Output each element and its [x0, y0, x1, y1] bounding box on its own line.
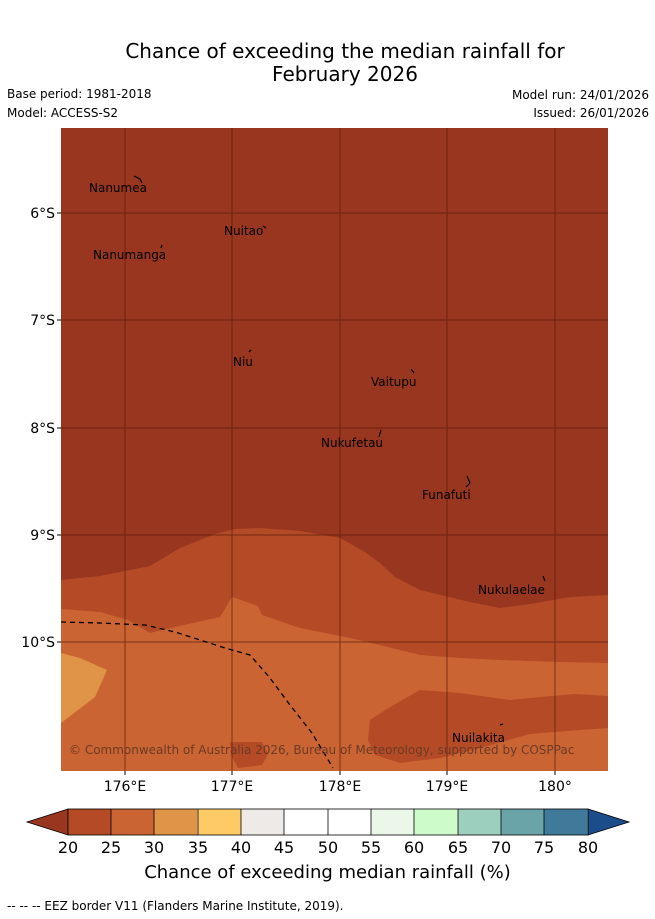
cb-tick-50: 50: [318, 838, 338, 857]
colorbar-tick-labels: 20 25 30 35 40 45 50 55 60 65 70 75 80: [58, 838, 598, 857]
place-nukufetau: Nukufetau: [321, 436, 383, 450]
place-nukulaelae: Nukulaelae: [478, 583, 545, 597]
zone-20-25-south: [368, 690, 608, 763]
island-shapes: [133, 175, 546, 726]
lat-tick-10s: 10°S: [21, 635, 55, 651]
lon-tick-176e: 176°E: [104, 779, 147, 795]
cb-tick-70: 70: [491, 838, 511, 857]
cb-tick-25: 25: [101, 838, 121, 857]
place-nanumanga: Nanumanga: [93, 248, 166, 262]
colorbar-extend-low: [25, 808, 69, 836]
cb-tick-80: 80: [578, 838, 598, 857]
eez-footnote: -- -- -- EEZ border V11 (Flanders Marine…: [7, 899, 344, 913]
cb-tick-30: 30: [144, 838, 164, 857]
base-period: Base period: 1981-2018: [7, 87, 152, 101]
colorbar-bin-40-45: [241, 809, 285, 835]
lat-tick-9s: 9°S: [30, 528, 55, 544]
title-line-2: February 2026: [272, 62, 418, 86]
colorbar-bin-50-55: [328, 809, 372, 835]
colorbar-bin-60-65: [414, 809, 458, 835]
zone-20-25-patch: [230, 742, 268, 768]
model-run: Model run: 24/01/2026: [511, 88, 649, 102]
colorbar-title: Chance of exceeding median rainfall (%): [144, 862, 511, 883]
colorbar-bin-25-30: [111, 809, 155, 835]
cb-tick-60: 60: [404, 838, 424, 857]
longitude-labels: 176°E 177°E 178°E 179°E 180°: [104, 779, 572, 795]
lat-tick-6s: 6°S: [30, 206, 55, 222]
place-niu: Niu: [233, 355, 253, 369]
cb-tick-45: 45: [274, 838, 294, 857]
place-nuilakita: Nuilakita: [452, 731, 505, 745]
place-labels: Nanumea Nuitao Nanumanga Niu Vaitupu Nuk…: [89, 181, 545, 745]
axis-ticks: [57, 212, 556, 775]
lon-tick-178e: 178°E: [319, 779, 362, 795]
model-name: Model: ACCESS-S2: [7, 106, 119, 120]
graticule: [61, 128, 608, 771]
colorbar-extend-high: [587, 808, 631, 836]
colorbar-bin-70-75: [501, 809, 545, 835]
zone-30-35: [61, 653, 107, 723]
cb-tick-35: 35: [188, 838, 208, 857]
colorbar-bin-65-70: [458, 809, 502, 835]
colorbar-bin-20-25: [68, 809, 112, 835]
latitude-labels: 6°S 7°S 8°S 9°S 10°S: [21, 206, 55, 651]
cb-tick-20: 20: [58, 838, 78, 857]
place-vaitupu: Vaitupu: [371, 375, 417, 389]
title-line-1: Chance of exceeding the median rainfall …: [125, 39, 565, 63]
cb-tick-75: 75: [534, 838, 554, 857]
lon-tick-177e: 177°E: [211, 779, 254, 795]
place-nuitao: Nuitao: [224, 224, 263, 238]
colorbar-bin-45-50: [284, 809, 328, 835]
place-nanumea: Nanumea: [89, 181, 147, 195]
colorbar-bin-75-80: [544, 809, 588, 835]
lat-tick-8s: 8°S: [30, 421, 55, 437]
colorbar-bin-55-60: [371, 809, 415, 835]
place-funafuti: Funafuti: [422, 488, 471, 502]
lat-tick-7s: 7°S: [30, 313, 55, 329]
colorbar-bin-35-40: [198, 809, 242, 835]
cb-tick-40: 40: [231, 838, 251, 857]
colorbar-bin-30-35: [154, 809, 198, 835]
copyright-notice: © Commonwealth of Australia 2026, Bureau…: [69, 743, 574, 757]
rainfall-map: Nanumea Nuitao Nanumanga Niu Vaitupu Nuk…: [61, 128, 608, 771]
issued-date: Issued: 26/01/2026: [533, 106, 649, 120]
cb-tick-55: 55: [361, 838, 381, 857]
lon-tick-180: 180°: [538, 779, 572, 795]
map-title: Chance of exceeding the median rainfall …: [0, 40, 655, 86]
colorbar: 20 25 30 35 40 45 50 55 60 65 70 75 80: [25, 808, 631, 857]
lon-tick-179e: 179°E: [426, 779, 469, 795]
cb-tick-65: 65: [448, 838, 468, 857]
